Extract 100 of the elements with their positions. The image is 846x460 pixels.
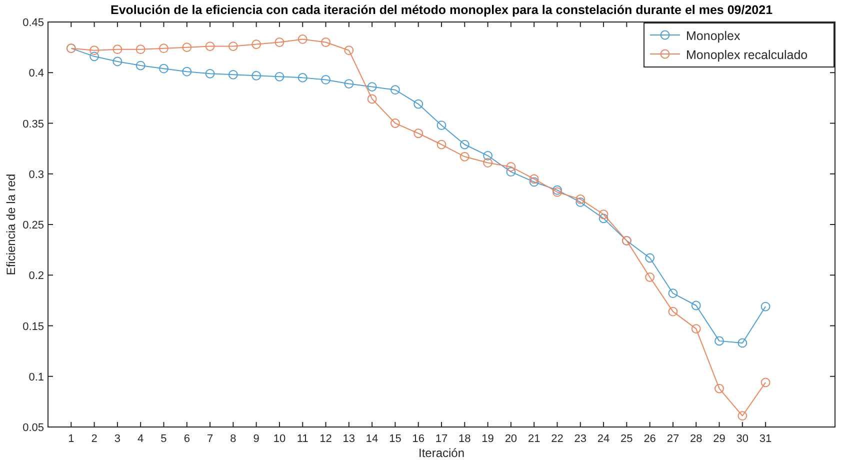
y-tick-label: 0.1 xyxy=(28,371,44,384)
point xyxy=(182,66,192,76)
point xyxy=(460,152,470,162)
x-tick-label: 7 xyxy=(206,433,214,445)
point xyxy=(738,338,748,348)
point xyxy=(598,214,608,224)
point xyxy=(274,38,284,47)
point xyxy=(529,174,539,184)
legend-label: Monoplex recalculado xyxy=(686,48,808,62)
point xyxy=(390,85,400,95)
x-tick-label: 15 xyxy=(389,433,402,445)
x-tick-label: 1 xyxy=(68,433,74,445)
point xyxy=(367,82,377,92)
point xyxy=(598,210,608,220)
point xyxy=(228,70,238,80)
point xyxy=(136,44,146,54)
x-tick-label: 5 xyxy=(160,433,167,445)
point xyxy=(112,56,122,66)
point xyxy=(760,378,770,388)
point xyxy=(414,99,424,109)
x-tick-label: 19 xyxy=(482,433,494,445)
point xyxy=(274,72,284,82)
legend-label: Monoplex xyxy=(686,29,741,43)
x-tick-label: 2 xyxy=(91,433,98,445)
point xyxy=(506,167,516,177)
x-tick-label: 3 xyxy=(114,433,121,445)
point xyxy=(252,40,262,49)
x-tick-label: 8 xyxy=(230,433,236,445)
y-tick-label: 0.2 xyxy=(28,270,44,282)
point xyxy=(714,336,724,346)
point xyxy=(483,150,492,160)
x-tick-label: 22 xyxy=(551,433,564,445)
point xyxy=(159,44,168,54)
y-tick-label: 0.35 xyxy=(22,118,44,130)
x-tick-label: 20 xyxy=(504,433,518,445)
point xyxy=(691,300,701,310)
point xyxy=(228,42,238,51)
x-tick-label: 4 xyxy=(138,433,144,445)
point xyxy=(298,72,308,82)
point xyxy=(112,44,122,54)
x-tick-label: 18 xyxy=(458,433,471,445)
point xyxy=(205,42,215,51)
point xyxy=(436,140,446,150)
point xyxy=(576,198,586,207)
x-tick-label: 30 xyxy=(736,433,749,445)
y-axis-title: Eficiencia de la red xyxy=(4,174,18,276)
point xyxy=(344,79,354,88)
x-tick-label: 29 xyxy=(713,433,726,445)
point xyxy=(645,272,655,282)
y-tick-label: 0.45 xyxy=(22,17,44,29)
point xyxy=(691,324,701,334)
point xyxy=(436,120,446,130)
x-tick-label: 16 xyxy=(412,433,424,445)
x-tick-label: 23 xyxy=(574,433,587,445)
x-tick-label: 17 xyxy=(435,433,448,445)
y-tick-label: 0.3 xyxy=(28,168,44,181)
point xyxy=(738,411,748,421)
point xyxy=(645,253,655,263)
point xyxy=(668,306,678,316)
point xyxy=(483,158,492,168)
point xyxy=(460,140,470,150)
x-tick-label: 31 xyxy=(759,433,772,445)
point xyxy=(252,70,262,80)
y-tick-label: 0.25 xyxy=(22,220,44,232)
x-tick-label: 24 xyxy=(597,433,610,445)
point xyxy=(136,60,146,70)
point xyxy=(576,194,586,204)
point xyxy=(298,34,308,44)
point xyxy=(506,162,516,172)
point xyxy=(760,302,770,312)
x-tick-label: 6 xyxy=(184,433,190,445)
x-tick-label: 28 xyxy=(690,433,702,445)
y-tick-label: 0.15 xyxy=(22,320,44,333)
point xyxy=(367,94,377,104)
x-tick-label: 12 xyxy=(320,433,332,445)
x-tick-label: 9 xyxy=(253,433,260,445)
point xyxy=(182,42,192,52)
x-tick-label: 10 xyxy=(273,433,286,445)
point xyxy=(321,75,330,84)
point xyxy=(90,46,99,56)
point xyxy=(159,64,168,74)
x-tick-label: 21 xyxy=(528,433,540,445)
x-axis-title: Iteración xyxy=(418,446,465,460)
point xyxy=(390,118,400,128)
chart-title: Evolución de la eficiencia con cada iteración del método monoplex para la constelación durante el mes 09/2021 xyxy=(110,3,773,17)
point xyxy=(205,68,215,78)
x-tick-label: 11 xyxy=(296,433,308,445)
point xyxy=(344,46,354,56)
x-tick-label: 14 xyxy=(366,433,378,445)
point xyxy=(529,177,539,187)
point xyxy=(668,288,678,298)
x-tick-label: 27 xyxy=(666,433,680,445)
point xyxy=(714,384,724,394)
point xyxy=(90,52,99,62)
y-tick-label: 0.05 xyxy=(22,422,44,434)
x-tick-label: 13 xyxy=(342,433,356,445)
point xyxy=(321,38,330,47)
x-tick-label: 25 xyxy=(620,433,633,445)
x-tick-label: 26 xyxy=(644,433,656,445)
y-tick-label: 0.4 xyxy=(28,68,44,80)
